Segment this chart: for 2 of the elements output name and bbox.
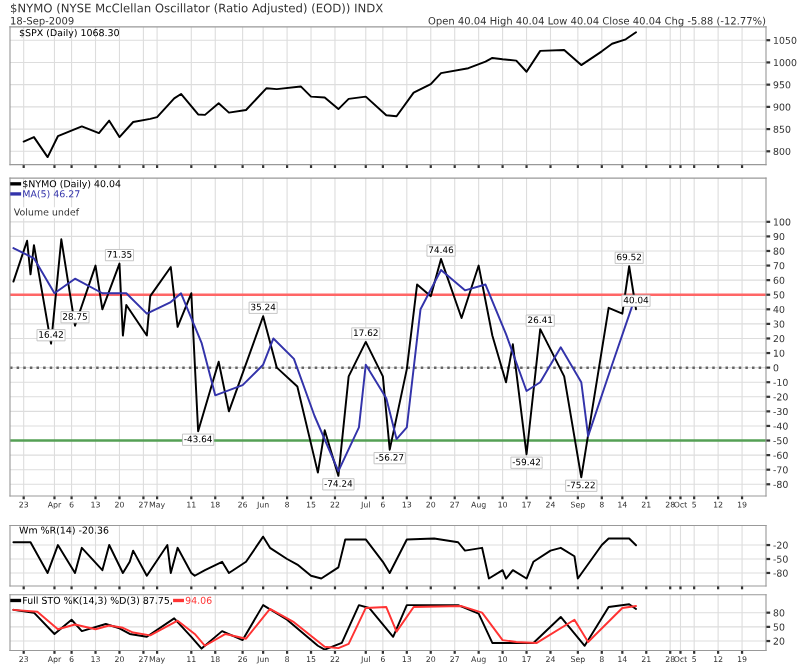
line-series — [12, 535, 637, 580]
line-series — [22, 31, 637, 159]
